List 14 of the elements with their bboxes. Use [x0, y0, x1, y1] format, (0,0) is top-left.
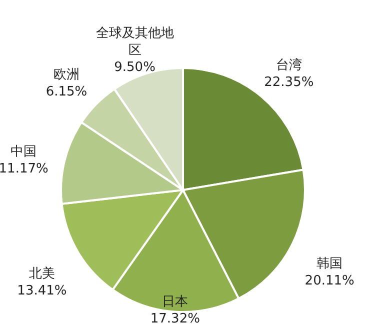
data-label: 11.17% [0, 162, 48, 177]
slice-label: 韩国 [316, 256, 343, 272]
data-label: 22.35% [264, 74, 314, 90]
slice-label: 台湾 [276, 56, 302, 73]
data-label: 17.32% [150, 312, 200, 325]
slice-label: 中国 [10, 144, 37, 160]
data-label: 20.11% [304, 274, 354, 289]
slice-label: 全球及其他地区 [96, 26, 174, 58]
data-label: 6.15% [46, 84, 88, 100]
data-label: 9.50% [114, 60, 156, 76]
slice-label: 欧洲 [54, 68, 80, 83]
slice-label: 日本 [162, 294, 188, 310]
data-label: 13.41% [17, 284, 67, 299]
slice-label: 北美 [28, 266, 55, 282]
